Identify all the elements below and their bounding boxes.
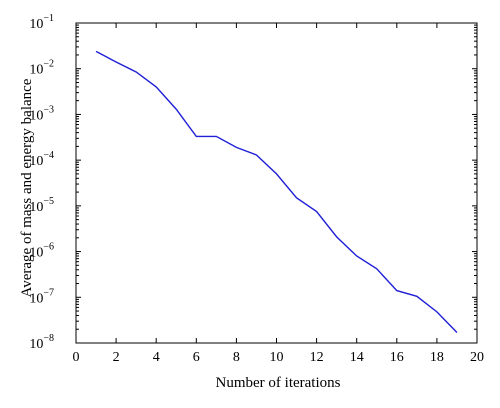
- x-tick-label: 8: [233, 350, 240, 365]
- x-tick-label: 20: [470, 350, 484, 365]
- plot-frame: [75, 22, 478, 344]
- y-axis-label: Average of mass and energy balance: [19, 78, 35, 297]
- x-tick-label: 16: [390, 350, 404, 365]
- x-tick-label: 6: [193, 350, 200, 365]
- y-axis: 10−810−710−610−510−410−310−210−1: [29, 13, 477, 352]
- series-line: [95, 50, 458, 333]
- y-tick-label: 10−2: [29, 59, 54, 78]
- x-tick-label: 14: [350, 350, 364, 365]
- x-tick-label: 12: [310, 350, 324, 365]
- x-tick-label: 2: [113, 350, 120, 365]
- x-tick-label: 0: [73, 350, 80, 365]
- x-axis: 0 2 4 6 8 10 12 14 16 18 20: [73, 23, 484, 365]
- y-tick-label: 10−8: [29, 333, 54, 352]
- x-tick-label: 10: [270, 350, 284, 365]
- x-tick-label: 18: [430, 350, 444, 365]
- y-tick-label: 10−1: [29, 13, 54, 32]
- plot-area: [75, 22, 478, 344]
- x-axis-label: Number of iterations: [216, 375, 341, 391]
- series-layer: [95, 50, 458, 333]
- x-tick-label: 4: [153, 350, 160, 365]
